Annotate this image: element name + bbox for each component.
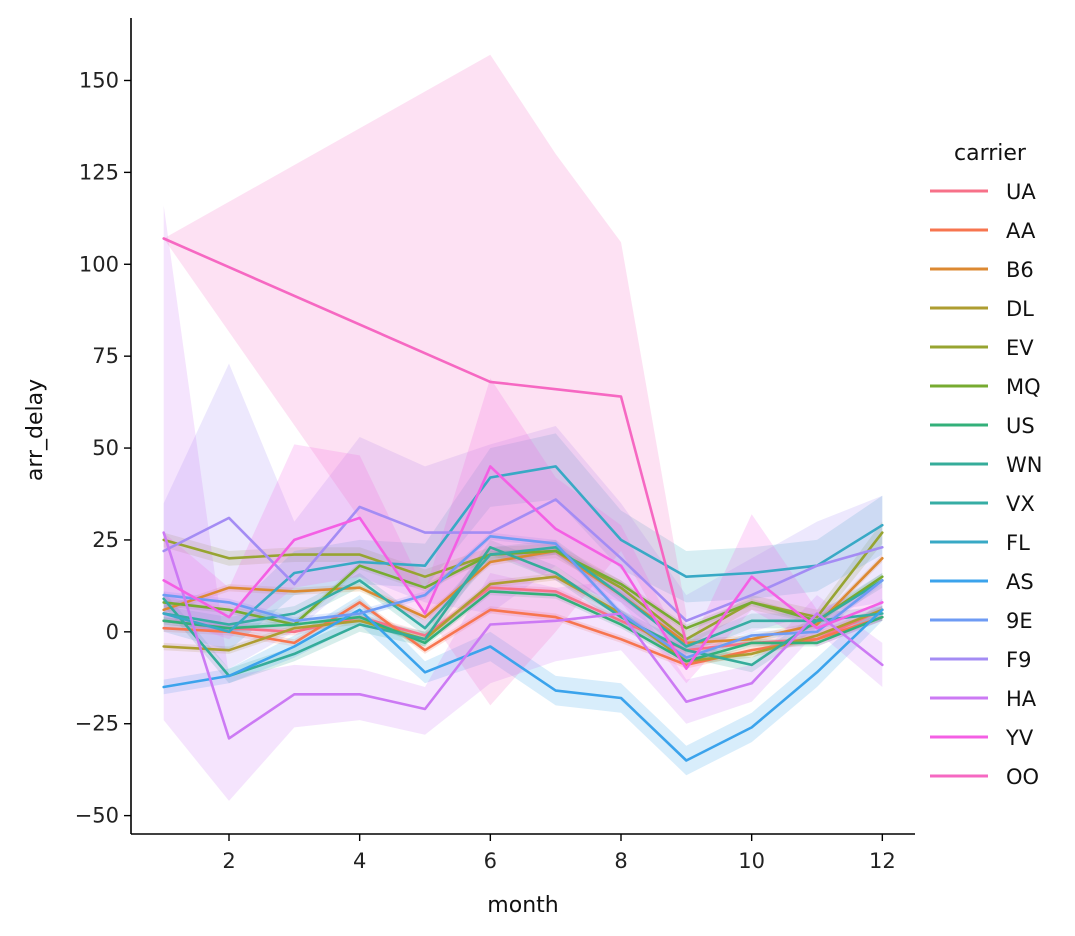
line-as [162,608,884,762]
legend-item-oo: OO [930,765,1039,789]
legend-label: YV [1005,726,1034,750]
legend-items: UA AA B6 DL EV MQ US WN VX FL AS 9E F9 HA YV OO [930,180,1042,789]
y-tick-label: −25 [75,712,119,736]
line-mq [162,549,884,630]
legend-item-as: AS [930,570,1034,594]
line-9e [162,535,884,659]
legend-label: MQ [1006,375,1041,399]
legend-label: EV [1006,336,1034,360]
y-tick-label: 25 [92,528,119,552]
line-wn [162,546,884,678]
legend-item-wn: WN [930,453,1042,477]
legend-item-9e: 9E [930,609,1033,633]
y-tick-label: 75 [92,344,119,368]
y-tick-label: 0 [106,620,119,644]
legend-item-ua: UA [930,180,1036,204]
y-tick-label: 125 [79,160,119,184]
legend-label: DL [1006,297,1034,321]
line-aa [162,601,884,667]
x-tick-label: 4 [353,849,366,873]
x-tick-label: 10 [738,849,765,873]
x-axis-label: month [487,893,558,918]
legend-label: FL [1006,531,1030,555]
x-tick-label: 2 [222,849,235,873]
legend-item-mq: MQ [930,375,1041,399]
legend-label: F9 [1006,648,1031,672]
legend-item-ev: EV [930,336,1034,360]
legend-label: UA [1006,180,1036,204]
legend-item-dl: DL [930,297,1034,321]
legend-item-aa: AA [930,219,1036,243]
legend-item-ha: HA [930,687,1037,711]
x-ticks: 2 4 6 8 10 12 [222,834,896,873]
y-tick-label: 50 [92,436,119,460]
legend-label: AA [1006,219,1036,243]
legend-label: B6 [1006,258,1034,282]
legend-item-us: US [930,414,1035,438]
line-dl [162,575,884,663]
x-tick-label: 8 [614,849,627,873]
legend-label: AS [1006,570,1034,594]
legend-label: WN [1006,453,1042,477]
x-tick-label: 12 [869,849,896,873]
legend-label: US [1006,414,1035,438]
line-vx [162,546,884,648]
y-tick-label: 150 [79,68,119,92]
legend-label: 9E [1006,609,1033,633]
line-oo [162,237,688,645]
series-lines [162,237,884,762]
band-yv [163,378,883,684]
band-fl [163,433,883,651]
line-ha [162,531,884,740]
legend: carrier UA AA B6 DL EV MQ US WN VX FL AS 9E F9 HA YV OO [930,141,1042,789]
y-tick-label: −50 [75,804,119,828]
y-tick-label: 100 [79,252,119,276]
line-f9 [162,498,884,623]
legend-item-b6: B6 [930,258,1034,282]
legend-item-f9: F9 [930,648,1031,672]
line-fl [162,465,884,634]
axes [130,18,915,835]
band-ev [163,521,883,647]
y-axis-label: arr_delay [23,379,48,481]
line-b6 [162,549,884,645]
legend-title: carrier [954,141,1027,166]
legend-item-yv: YV [930,726,1034,750]
legend-item-vx: VX [930,492,1035,516]
legend-label: VX [1006,492,1035,516]
band-ha [163,205,883,801]
x-tick-label: 6 [484,849,497,873]
confidence-bands [163,54,883,801]
line-yv [162,465,884,670]
legend-label: HA [1006,687,1037,711]
legend-label: OO [1006,765,1039,789]
legend-item-fl: FL [930,531,1030,555]
line-us [162,590,884,663]
y-ticks: −50 −25 0 25 50 75 100 125 150 [75,68,131,828]
